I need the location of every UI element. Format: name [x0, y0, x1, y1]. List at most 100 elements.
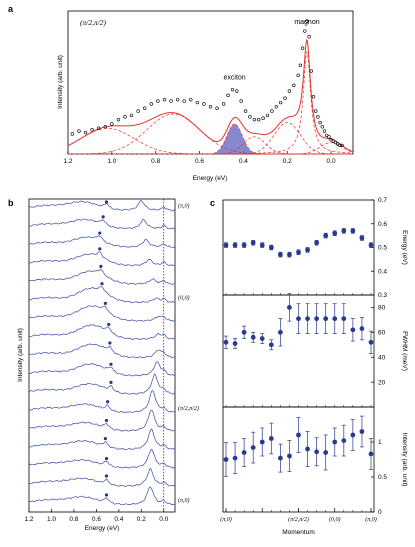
panel-b: b Energy (eV) Intensity (arb. unit) 1.2 1…	[8, 198, 199, 532]
spectrum-line	[28, 251, 176, 267]
spectrum-line	[29, 235, 176, 248]
panel-b-label: b	[8, 198, 14, 208]
exciton-marker	[106, 400, 110, 404]
total-fit-line	[67, 38, 353, 152]
exciton-marker	[100, 282, 104, 286]
data-point	[221, 102, 226, 106]
panel-b-spectra	[28, 200, 176, 506]
data-point	[143, 106, 147, 110]
momentum-label: (π,0)	[178, 497, 190, 504]
data-point	[123, 115, 127, 119]
data-point	[296, 432, 301, 438]
panel-c-energy: 0.3 0.4 0.5 0.6 0.7 Energy (eV)	[222, 197, 408, 299]
panel-c: c 0.3 0.4 0.5 0.6 0.7 Energy (eV) 20 40 60 80 FWH…	[210, 197, 408, 536]
data-point	[341, 228, 347, 234]
data-point	[359, 326, 365, 331]
panel-a-fit	[67, 38, 353, 152]
panel-a-xtick-label: 0.4	[239, 158, 248, 165]
data-point	[202, 102, 206, 106]
exciton-marker	[99, 264, 103, 269]
data-point	[300, 46, 305, 50]
data-point	[359, 429, 365, 434]
data-point	[223, 339, 229, 345]
data-point	[287, 453, 292, 459]
panel-a-label: a	[8, 4, 14, 14]
data-point	[292, 83, 296, 88]
panel-c-ylabel: FWHM (meV)	[401, 331, 408, 371]
panel-c-ytick-label: 0.5	[378, 245, 387, 252]
data-point	[350, 327, 356, 333]
data-point	[314, 449, 320, 455]
data-point	[103, 125, 107, 129]
panel-c-ytick-label: 0.5	[378, 474, 387, 481]
panel-c-xlabel: Momentum	[282, 529, 315, 536]
data-point	[298, 63, 303, 68]
data-point	[303, 29, 307, 33]
data-point	[296, 249, 301, 255]
panel-b-xtick-label: 0.4	[114, 516, 123, 523]
data-point	[318, 120, 322, 125]
exciton-marker	[98, 247, 102, 251]
data-point	[320, 125, 325, 129]
panel-c-ytick-label: 1	[378, 439, 382, 446]
data-point	[162, 97, 167, 102]
data-point	[268, 436, 274, 441]
panel-c-ytick-label: 40	[378, 354, 386, 361]
data-point	[277, 329, 283, 335]
data-point	[305, 247, 310, 253]
data-point	[248, 115, 252, 119]
panel-b-momentum-labels: (π,0) (0,0) (π/2,π/2) (π,0)	[178, 203, 199, 504]
data-point	[341, 438, 347, 443]
data-point	[316, 115, 320, 119]
data-point	[338, 143, 342, 148]
panel-c-label: c	[210, 198, 215, 208]
spectrum-line	[29, 305, 176, 322]
data-point	[70, 132, 75, 136]
fit-component-curve	[68, 142, 353, 155]
panel-b-xticks: 1.2 1.0 0.8 0.6 0.4 0.2 0.0	[24, 509, 169, 523]
panel-c-ylabel: Energy (eV)	[401, 230, 408, 265]
data-point	[189, 97, 193, 102]
data-point	[305, 446, 310, 452]
peak-label: exciton	[224, 75, 246, 82]
data-point	[265, 113, 270, 118]
panel-a-xtick-label: 0.0	[327, 158, 336, 165]
data-point	[311, 95, 316, 99]
data-point	[241, 329, 247, 335]
panel-a-xticks: 1.2 1.0 0.8 0.6 0.4 0.2 0.0	[63, 151, 336, 165]
data-point	[270, 109, 274, 113]
spectrum-line	[28, 486, 176, 506]
panel-c-ytick-label: 0.3	[378, 292, 387, 299]
panel-a-xtick-label: 0.8	[151, 158, 160, 165]
data-point	[332, 439, 338, 445]
data-point	[156, 99, 160, 103]
data-point	[232, 242, 238, 248]
data-point	[314, 109, 318, 113]
data-point	[182, 99, 186, 103]
panel-c-intensity: 0 0.5 1 Intensity (arb. unit) (π,0) (π/2,π/2)…	[220, 406, 408, 536]
exciton-marker	[101, 215, 105, 219]
data-point	[96, 126, 101, 130]
exciton-marker	[103, 436, 107, 441]
data-point	[232, 455, 238, 461]
data-point	[250, 334, 256, 340]
panel-a-data-points	[70, 19, 344, 148]
data-point	[314, 316, 320, 322]
data-point	[296, 316, 301, 322]
panel-a-annotation: (π/2,π/2)	[80, 18, 107, 27]
spectrum-line	[28, 361, 175, 377]
data-point	[232, 341, 238, 346]
exciton-marker	[107, 322, 111, 327]
exciton-marker	[104, 493, 109, 497]
data-point	[129, 113, 134, 118]
data-point	[287, 89, 292, 93]
exciton-marker	[104, 418, 109, 423]
data-point	[323, 233, 329, 239]
panel-a-xtick-label: 0.2	[283, 158, 292, 165]
spectrum-line	[28, 448, 176, 469]
data-point	[226, 93, 230, 98]
data-point	[116, 117, 121, 122]
data-point	[169, 99, 173, 103]
data-point	[243, 109, 248, 113]
panel-a-xtick-label: 0.6	[195, 158, 204, 165]
